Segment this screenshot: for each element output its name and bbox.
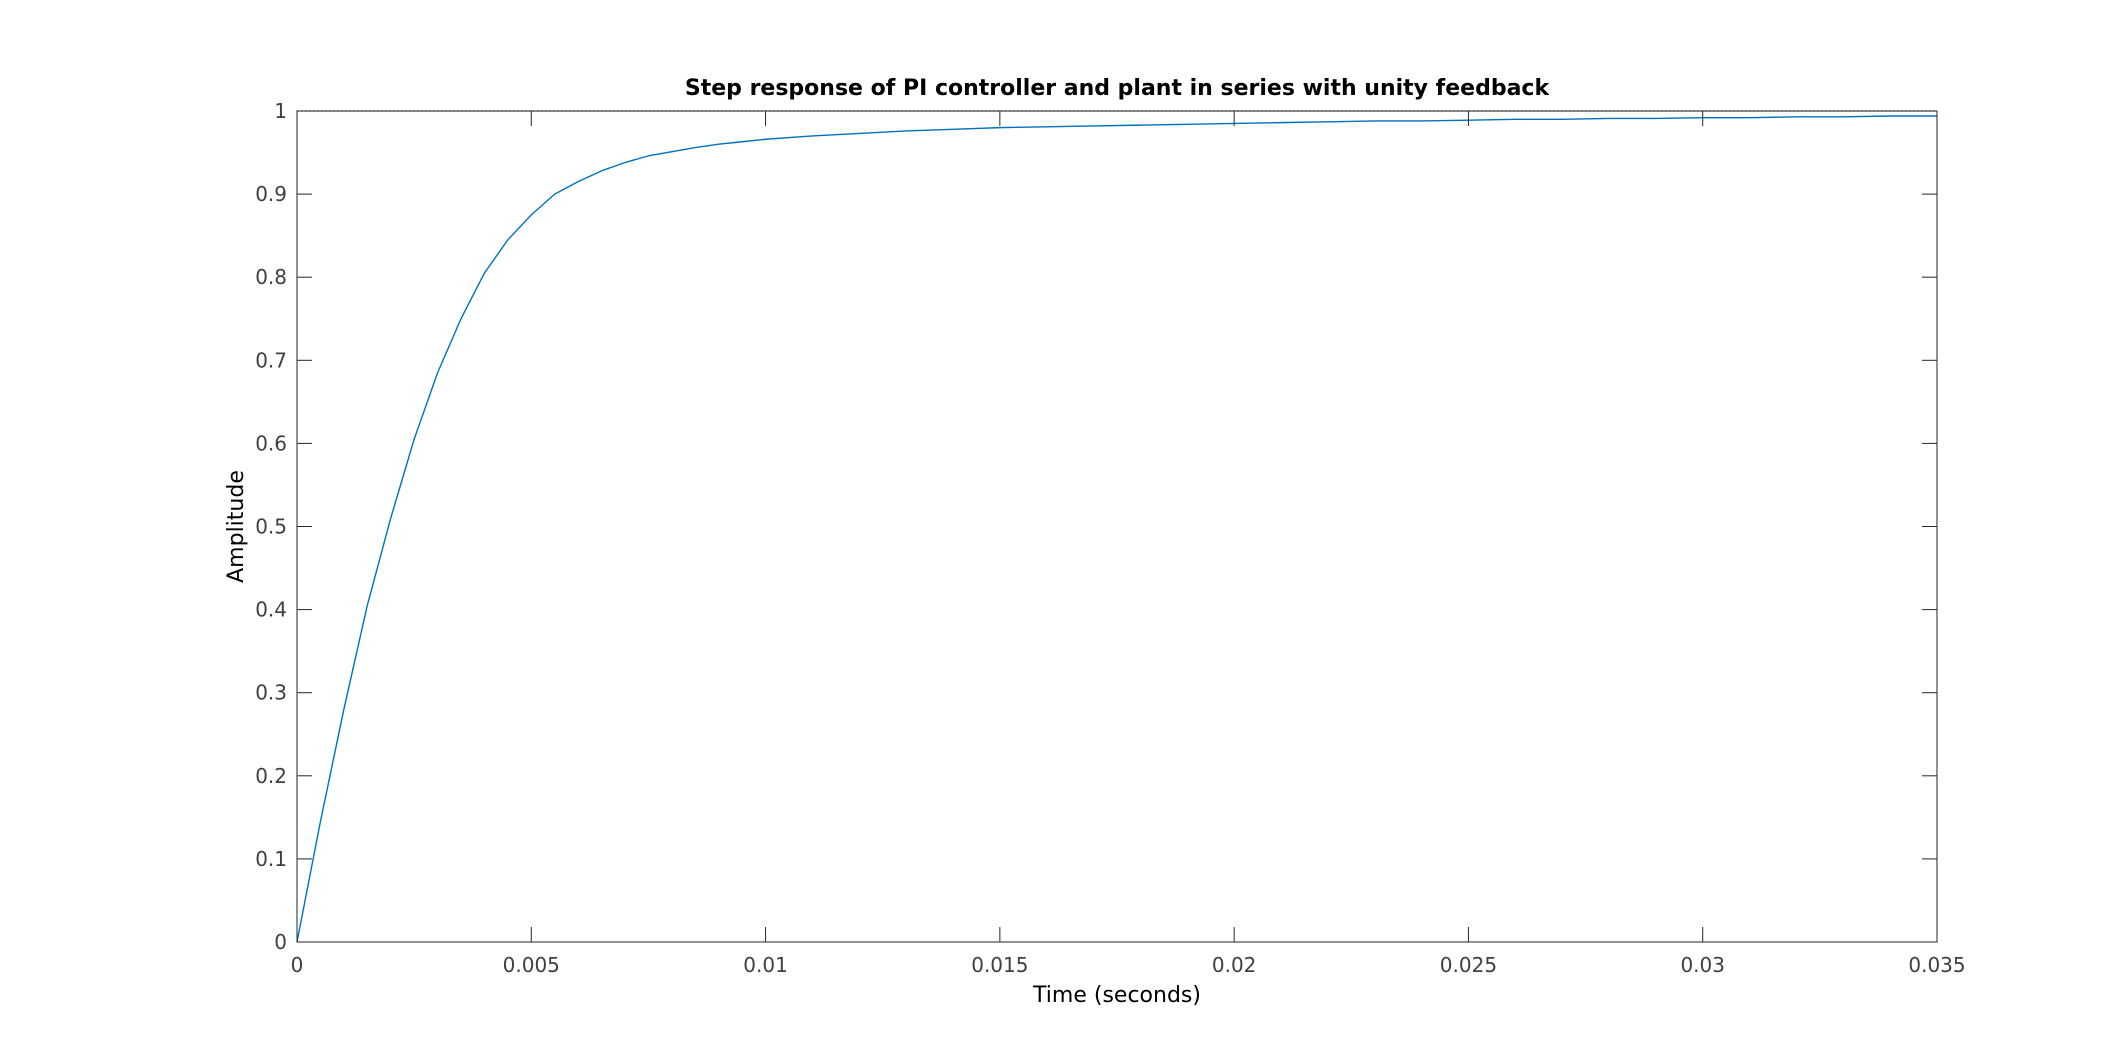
y-tick-label: 0.7 bbox=[255, 348, 287, 372]
y-tick-label: 0.5 bbox=[255, 515, 287, 539]
y-tick-label: 0 bbox=[274, 930, 287, 954]
y-tick-label: 0.1 bbox=[255, 847, 287, 871]
y-tick-label: 0.4 bbox=[255, 598, 287, 622]
y-tick-label: 1 bbox=[274, 99, 287, 123]
x-tick-label: 0.015 bbox=[971, 953, 1028, 977]
x-axis-label: Time (seconds) bbox=[1032, 983, 1201, 1008]
x-tick-label: 0.035 bbox=[1908, 953, 1965, 977]
chart-title: Step response of PI controller and plant… bbox=[685, 76, 1551, 101]
x-tick-label: 0.005 bbox=[503, 953, 560, 977]
y-axis-label: Amplitude bbox=[224, 470, 249, 583]
y-tick-label: 0.3 bbox=[255, 681, 287, 705]
plot-background bbox=[297, 111, 1937, 942]
x-tick-label: 0.02 bbox=[1212, 953, 1257, 977]
plot-area: 0 0.005 0.01 0.015 0.02 0.025 0.03 0.035 0 0.1 0.2… bbox=[255, 99, 1965, 977]
y-tick-label: 0.8 bbox=[255, 265, 287, 289]
y-tick-label: 0.6 bbox=[255, 431, 287, 455]
x-tick-label: 0.025 bbox=[1440, 953, 1497, 977]
y-tick-label: 0.2 bbox=[255, 764, 287, 788]
x-tick-label: 0 bbox=[291, 953, 304, 977]
x-tick-label: 0.01 bbox=[743, 953, 788, 977]
x-tick-label: 0.03 bbox=[1680, 953, 1725, 977]
y-tick-label: 0.9 bbox=[255, 182, 287, 206]
step-response-line bbox=[296, 115, 1937, 943]
